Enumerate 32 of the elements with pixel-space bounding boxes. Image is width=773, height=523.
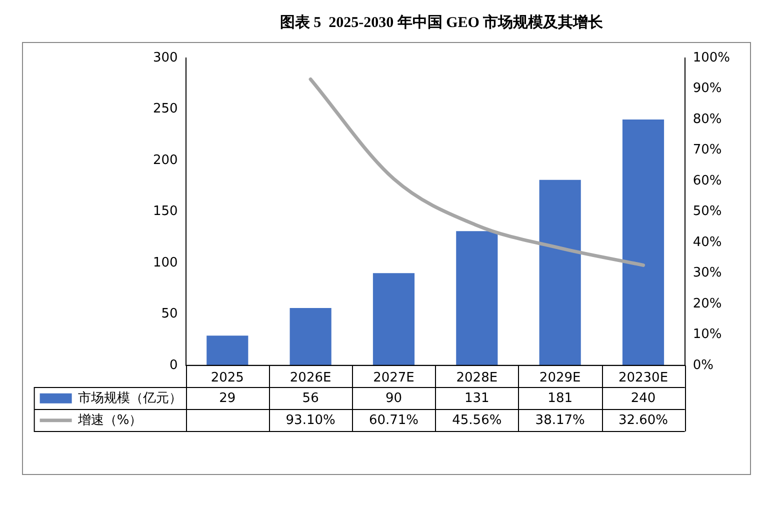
bar: [456, 231, 498, 366]
x-tick-label: 2025: [210, 370, 244, 386]
bar: [372, 273, 415, 366]
y-tick-label: 0: [170, 358, 178, 373]
y2-tick-label: 10%: [692, 327, 722, 342]
x-tick-label: 2029E: [539, 370, 581, 386]
y2-tick-label: 20%: [692, 296, 722, 312]
y2-tick-label: 40%: [692, 234, 722, 250]
y2-tick-label: 70%: [692, 142, 722, 158]
bar: [622, 119, 664, 366]
bar: [290, 308, 332, 366]
bar: [206, 336, 248, 366]
y2-tick-label: 60%: [692, 173, 722, 188]
y2-tick-label: 0%: [692, 358, 714, 373]
chart-title: 图表 5 2025-2030 年中国 GEO 市场规模及其增长: [280, 12, 604, 31]
bar: [539, 180, 581, 366]
x-tick-label: 20230E: [618, 370, 668, 386]
y2-tick-label: 80%: [692, 112, 722, 127]
x-tick-label: 2028E: [456, 370, 498, 386]
y-tick-label: 50: [161, 306, 178, 322]
y-tick-label: 300: [152, 50, 178, 66]
y-tick-label: 250: [152, 102, 178, 117]
y2-tick-label: 50%: [692, 204, 722, 220]
y2-tick-label: 90%: [692, 81, 722, 96]
x-tick-label: 2026E: [290, 370, 332, 386]
y2-tick-label: 100%: [692, 50, 730, 66]
y2-tick-label: 30%: [692, 266, 722, 281]
line-series: [308, 77, 645, 267]
x-tick-label: 2027E: [373, 370, 414, 386]
y-tick-label: 100: [152, 255, 178, 270]
y-tick-label: 150: [152, 204, 178, 220]
y-tick-label: 200: [152, 152, 178, 168]
